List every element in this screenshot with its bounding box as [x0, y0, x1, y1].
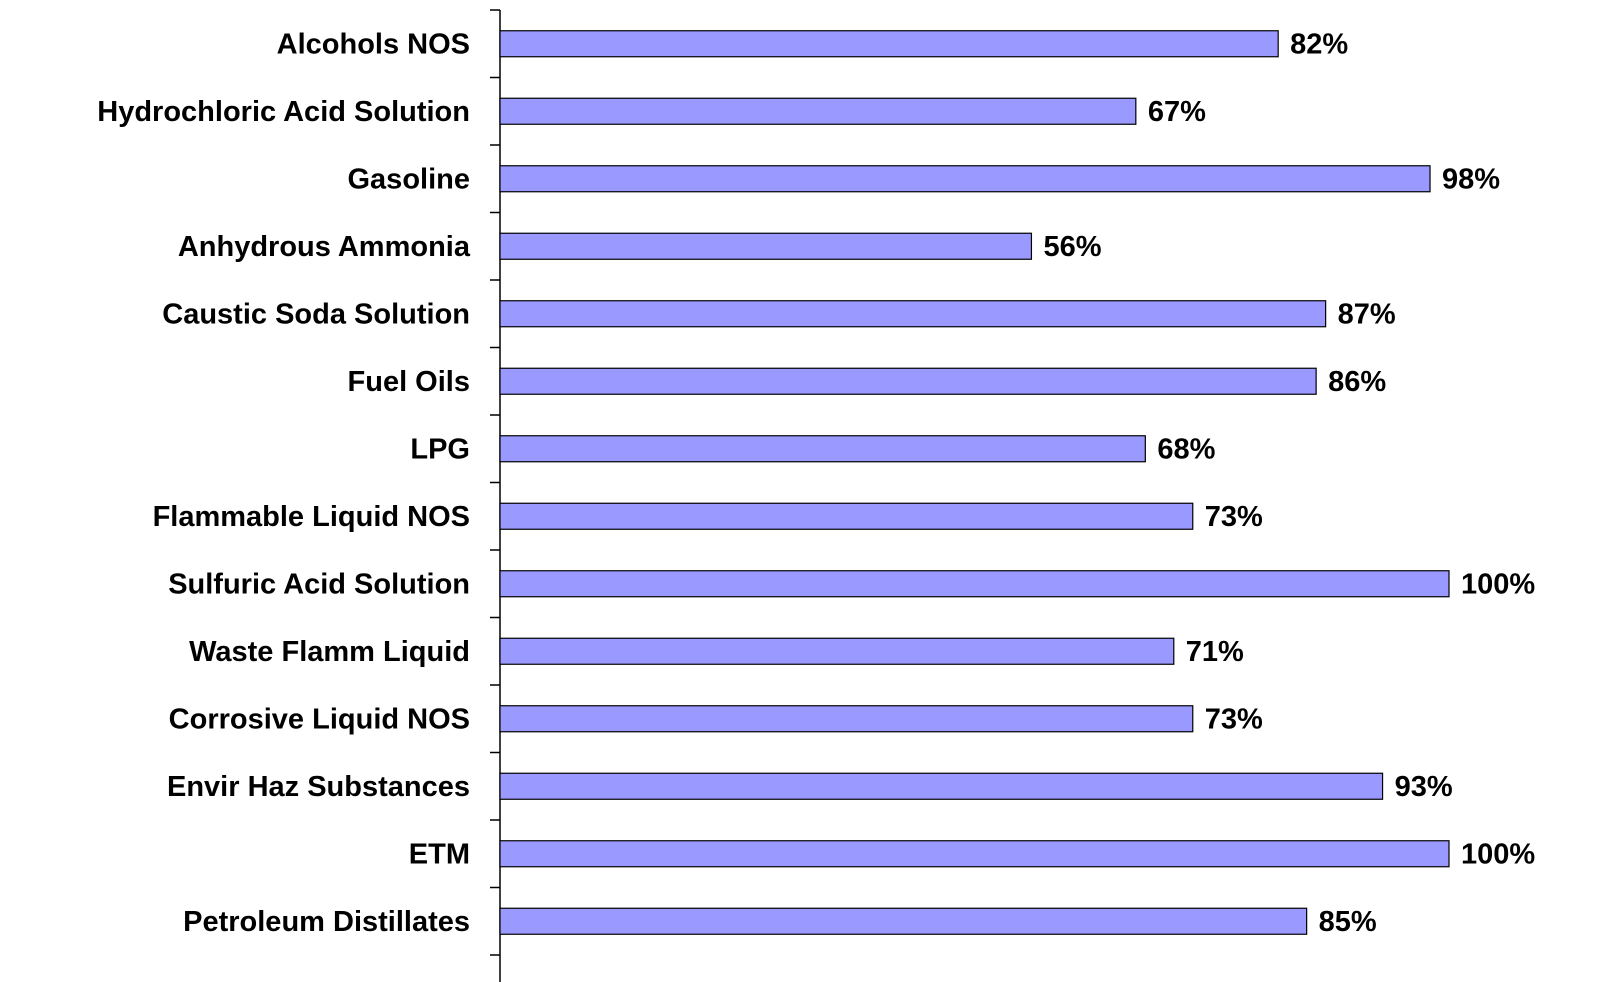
bar [499, 367, 1317, 395]
bar [499, 840, 1450, 868]
bar [499, 435, 1146, 463]
bar [499, 907, 1308, 935]
y-tick-label: Gasoline [348, 163, 471, 195]
value-label: 87% [1338, 298, 1396, 330]
bar [499, 30, 1279, 58]
y-tick-label: Envir Haz Substances [167, 771, 470, 803]
bar [499, 232, 1033, 260]
y-tick-label: Petroleum Distillates [183, 906, 470, 938]
bar [499, 705, 1194, 733]
value-label: 100% [1461, 838, 1535, 870]
y-tick-label: Waste Flamm Liquid [189, 636, 470, 668]
y-tick-label: ETM [409, 838, 470, 870]
value-label: 100% [1461, 568, 1535, 600]
y-tick-label: Caustic Soda Solution [162, 298, 470, 330]
y-tick-label: Fuel Oils [348, 366, 470, 398]
bar [499, 570, 1450, 598]
bar [499, 97, 1137, 125]
value-label: 71% [1186, 636, 1244, 668]
bar [499, 300, 1327, 328]
value-label: 98% [1442, 163, 1500, 195]
y-tick-label: Sulfuric Acid Solution [168, 568, 470, 600]
value-label: 73% [1205, 501, 1263, 533]
bar [499, 165, 1431, 193]
y-tick-label: LPG [410, 433, 470, 465]
value-label: 93% [1395, 771, 1453, 803]
value-label: 73% [1205, 703, 1263, 735]
y-tick-label: Corrosive Liquid NOS [169, 703, 470, 735]
bar [499, 502, 1194, 530]
value-label: 85% [1319, 906, 1377, 938]
value-label: 82% [1290, 28, 1348, 60]
y-tick-label: Anhydrous Ammonia [178, 231, 471, 263]
y-tick-label: Flammable Liquid NOS [153, 501, 470, 533]
bar [499, 637, 1175, 665]
value-label: 67% [1148, 96, 1206, 128]
bar [499, 772, 1384, 800]
y-tick-label: Hydrochloric Acid Solution [97, 96, 470, 128]
y-tick-label: Alcohols NOS [277, 28, 470, 60]
value-label: 68% [1157, 433, 1215, 465]
value-label: 56% [1043, 231, 1101, 263]
value-label: 86% [1328, 366, 1386, 398]
